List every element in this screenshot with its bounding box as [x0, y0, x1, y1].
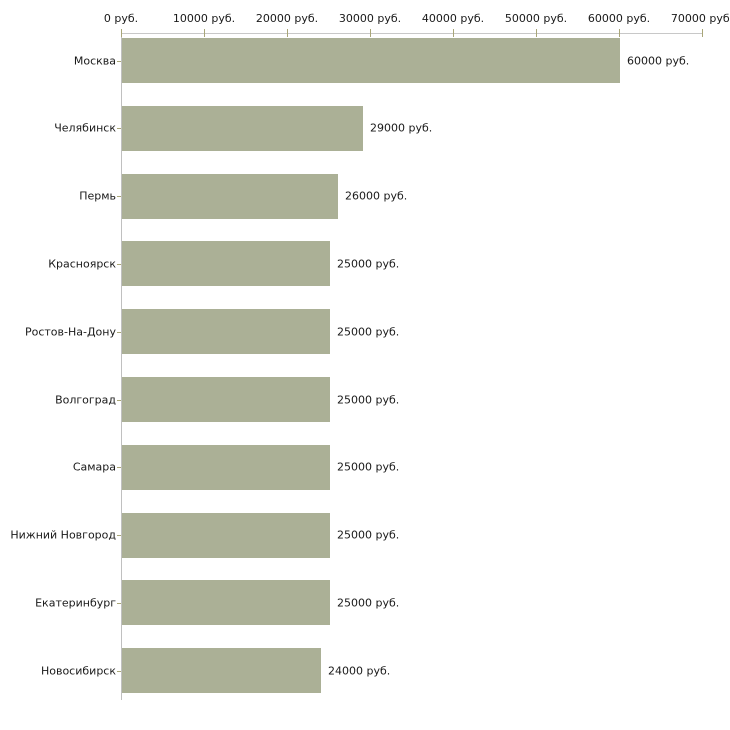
bar-Пермь — [122, 173, 338, 219]
category-label: Пермь — [79, 189, 116, 203]
y-axis-tick — [117, 264, 121, 265]
value-label: 25000 руб. — [337, 393, 400, 406]
x-axis-tick — [287, 29, 288, 37]
x-axis-line — [121, 33, 703, 34]
category-label: Нижний Новгород — [10, 528, 116, 542]
value-label: 25000 руб. — [337, 325, 400, 339]
x-axis-tick-label: 30000 руб. — [338, 12, 402, 25]
y-axis-tick — [117, 61, 121, 62]
bar-Нижний Новгород — [122, 512, 330, 558]
bar-Екатеринбург — [122, 580, 330, 626]
category-label: Екатеринбург — [35, 596, 116, 610]
y-axis-tick — [117, 467, 121, 468]
x-axis-tick — [204, 29, 205, 37]
bar-Москва — [122, 38, 620, 83]
bar-Волгоград — [122, 377, 330, 422]
y-axis-tick — [117, 535, 121, 536]
x-axis-tick — [536, 29, 537, 37]
category-label: Красноярск — [48, 257, 116, 271]
x-axis-tick — [702, 29, 703, 37]
category-label: Москва — [73, 54, 116, 67]
x-axis-tick-label: 70000 руб. — [670, 12, 730, 25]
bar-Самара — [122, 444, 330, 490]
x-axis-tick-label: 20000 руб. — [255, 12, 319, 25]
y-axis-tick — [117, 332, 121, 333]
bar-Челябинск — [122, 105, 363, 151]
value-label: 25000 руб. — [337, 528, 400, 542]
x-axis-tick-label: 0 руб. — [103, 12, 139, 25]
bar-Красноярск — [122, 241, 330, 287]
x-axis-tick — [453, 29, 454, 37]
category-label: Новосибирск — [40, 664, 116, 678]
bar-Ростов-На-Дону — [122, 309, 330, 355]
category-label: Челябинск — [54, 121, 116, 135]
value-label: 25000 руб. — [337, 257, 400, 271]
x-axis-tick — [619, 29, 620, 37]
x-axis-tick — [121, 29, 122, 37]
y-axis-tick — [117, 603, 121, 604]
x-axis-tick-label: 60000 руб. — [587, 12, 651, 25]
x-axis-tick-label: 40000 руб. — [421, 12, 485, 25]
y-axis-tick — [117, 671, 121, 672]
value-label: 29000 руб. — [370, 121, 433, 135]
y-axis-line — [121, 33, 122, 700]
category-label: Ростов-На-Дону — [24, 325, 116, 339]
value-label: 25000 руб. — [337, 596, 400, 610]
value-label: 24000 руб. — [328, 664, 391, 678]
y-axis-tick — [117, 196, 121, 197]
value-label: 25000 руб. — [337, 460, 400, 474]
value-label: 26000 руб. — [345, 189, 408, 203]
x-axis-tick-label: 10000 руб. — [172, 12, 236, 25]
category-label: Самара — [72, 460, 116, 474]
y-axis-tick — [117, 128, 121, 129]
y-axis-tick — [117, 400, 121, 401]
value-label: 60000 руб. — [627, 54, 690, 67]
category-label: Волгоград — [55, 393, 116, 406]
x-axis-tick-label: 50000 руб. — [504, 12, 568, 25]
bar-Новосибирск — [122, 648, 321, 694]
x-axis-tick — [370, 29, 371, 37]
